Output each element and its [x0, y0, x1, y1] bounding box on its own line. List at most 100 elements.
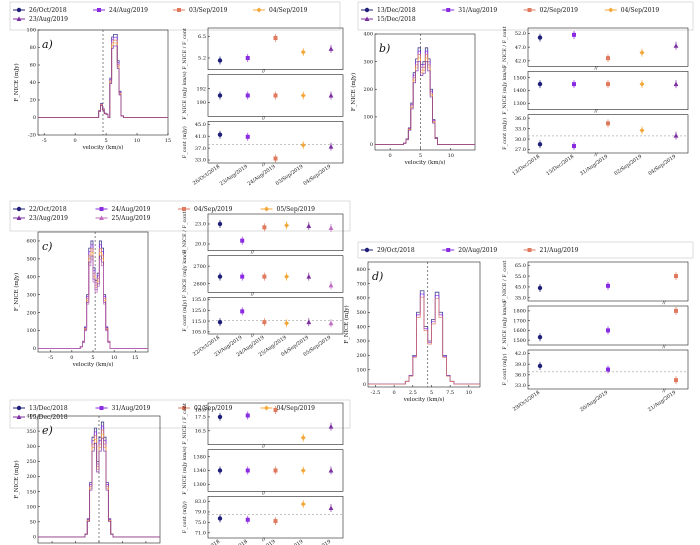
data-point: [273, 36, 278, 40]
legend-label: 13/Dec/2018: [29, 405, 68, 412]
legend-marker: [256, 7, 262, 13]
y-tick-label: 0: [33, 115, 36, 121]
legend-label: 23/Aug/2019: [29, 16, 68, 23]
data-point: [306, 223, 312, 228]
data-point: [328, 424, 334, 429]
date-tick-label: 23/Aug/2019: [219, 164, 249, 188]
panel-c: 22/Oct/2018 24/Aug/2019 04/Sep/2019 05/Sep/…: [9, 200, 351, 368]
x-tick-label: 10: [111, 355, 117, 361]
data-point: [328, 467, 334, 473]
data-point: [537, 335, 543, 340]
legend-label: 04/Sep/2019: [277, 405, 316, 412]
side-frame: [207, 402, 344, 445]
legend-label: 02/Sep/2019: [194, 405, 233, 412]
data-point: [273, 93, 278, 98]
data-point: [217, 93, 223, 98]
y-tick-label: 35.0: [515, 295, 526, 301]
legend-label: 29/Oct/2018: [377, 247, 415, 254]
y-tick-label: 36.0: [515, 373, 526, 379]
legend-label: 04/Sep/2019: [194, 206, 233, 213]
data-point: [606, 367, 610, 372]
y-tick-label: 200: [26, 310, 36, 316]
side-panel-top: 5.2 6.5 F_NICE / F_cont //: [182, 27, 344, 75]
y-tick-label: 0: [33, 346, 36, 352]
x-tick-label: 5: [91, 355, 94, 361]
y-tick-label: 300: [356, 339, 366, 345]
x-tick-label: -5: [48, 355, 53, 361]
y-tick-label: 65.0: [515, 263, 526, 269]
data-point: [328, 505, 334, 511]
data-point: [245, 134, 250, 139]
y-tick-label: 2700: [193, 264, 206, 270]
side-frame: [527, 305, 689, 346]
y-axis-label: F_NICE (mJy): [13, 460, 20, 498]
data-point: [606, 56, 610, 61]
x-tick-label: 15: [132, 355, 138, 361]
data-point: [300, 49, 306, 55]
side-panel-bot: 105.0 115.0 125.0 135.0 F_cont (mJy) //: [181, 297, 344, 339]
y-tick-label: 800: [356, 267, 366, 273]
data-point: [300, 501, 306, 507]
y-tick-label: 41.0: [195, 134, 206, 140]
spectrum-plot: -5 0 5 10 15 -20 0 20 40 60 80 100 velocity (km/s) F_…: [13, 28, 171, 151]
x-tick-label: 0: [393, 390, 396, 396]
side-y-label: F_NICE (mJy km/s): [501, 66, 508, 115]
legend-marker: [364, 16, 370, 21]
axis-break: //: [594, 65, 598, 71]
y-tick-label: 75.0: [195, 520, 206, 526]
legend-label: 04/Sep/2019: [621, 7, 660, 14]
axis-break: //: [662, 344, 666, 350]
legend-label: 24/Aug/2019: [112, 206, 151, 213]
side-frame: [207, 74, 344, 117]
y-tick-label: 192: [196, 86, 206, 92]
y-tick-label: 135.0: [192, 297, 206, 303]
side-panel-mid: 1300 1340 1380 F_NICE (mJy km/s) //: [181, 446, 344, 496]
x-tick-label: 2.5: [409, 390, 417, 396]
x-tick-label: 10: [448, 153, 454, 159]
date-tick-label: 26/Oct/2018: [192, 164, 221, 187]
legend: 29/Oct/2018 20/Aug/2019 21/Aug/2019: [357, 241, 694, 259]
data-point: [245, 468, 250, 473]
axis-break: //: [251, 250, 255, 256]
side-panel-bot: 71.0 75.0 79.0 83.0 F_cont (mJy) //: [181, 496, 344, 543]
x-tick-label: 10: [134, 138, 140, 144]
date-tick-label: 13/Dec/2018: [191, 539, 221, 545]
axis-break: //: [262, 69, 266, 75]
axis-break: //: [662, 300, 666, 306]
y-tick-label: 23.0: [195, 222, 206, 228]
y-tick-label: 0: [33, 535, 36, 541]
legend-marker: [16, 215, 22, 220]
y-tick-label: 47.0: [515, 45, 526, 51]
x-axis-label: velocity (km/s): [82, 144, 124, 151]
legend-marker: [16, 206, 22, 212]
side-y-label: F_NICE / F_cont: [182, 403, 188, 445]
data-point: [217, 516, 223, 521]
y-tick-label: -20: [28, 133, 36, 139]
y-tick-label: 42.0: [515, 59, 526, 65]
y-tick-label: 600: [26, 239, 36, 245]
y-tick-label: 200: [26, 474, 36, 480]
legend-label: 13/Dec/2018: [377, 7, 416, 14]
data-point: [606, 283, 610, 288]
data-point: [572, 82, 576, 87]
data-point: [217, 468, 223, 473]
data-point: [328, 282, 334, 288]
data-point: [217, 221, 223, 227]
data-point: [245, 56, 250, 60]
side-frame: [527, 114, 689, 154]
legend-frame: [357, 1, 694, 31]
data-point: [328, 46, 334, 51]
y-tick-label: 55.0: [515, 274, 526, 280]
data-point: [273, 407, 278, 412]
legend-marker: [182, 406, 186, 410]
legend-label: 23/Aug/2019: [29, 215, 68, 222]
spectrum-series: [38, 36, 168, 118]
legend-label: 31/Aug/2019: [112, 405, 151, 412]
y-tick-label: 400: [26, 414, 36, 420]
side-panel-bot: 33.0 37.0 41.0 45.0 F_cont (mJy) //: [181, 121, 344, 168]
y-tick-label: 300: [26, 292, 36, 298]
y-tick-label: 33.0: [515, 383, 526, 389]
data-point: [240, 309, 245, 314]
data-point: [537, 35, 543, 40]
x-tick-label: -5: [42, 138, 47, 144]
